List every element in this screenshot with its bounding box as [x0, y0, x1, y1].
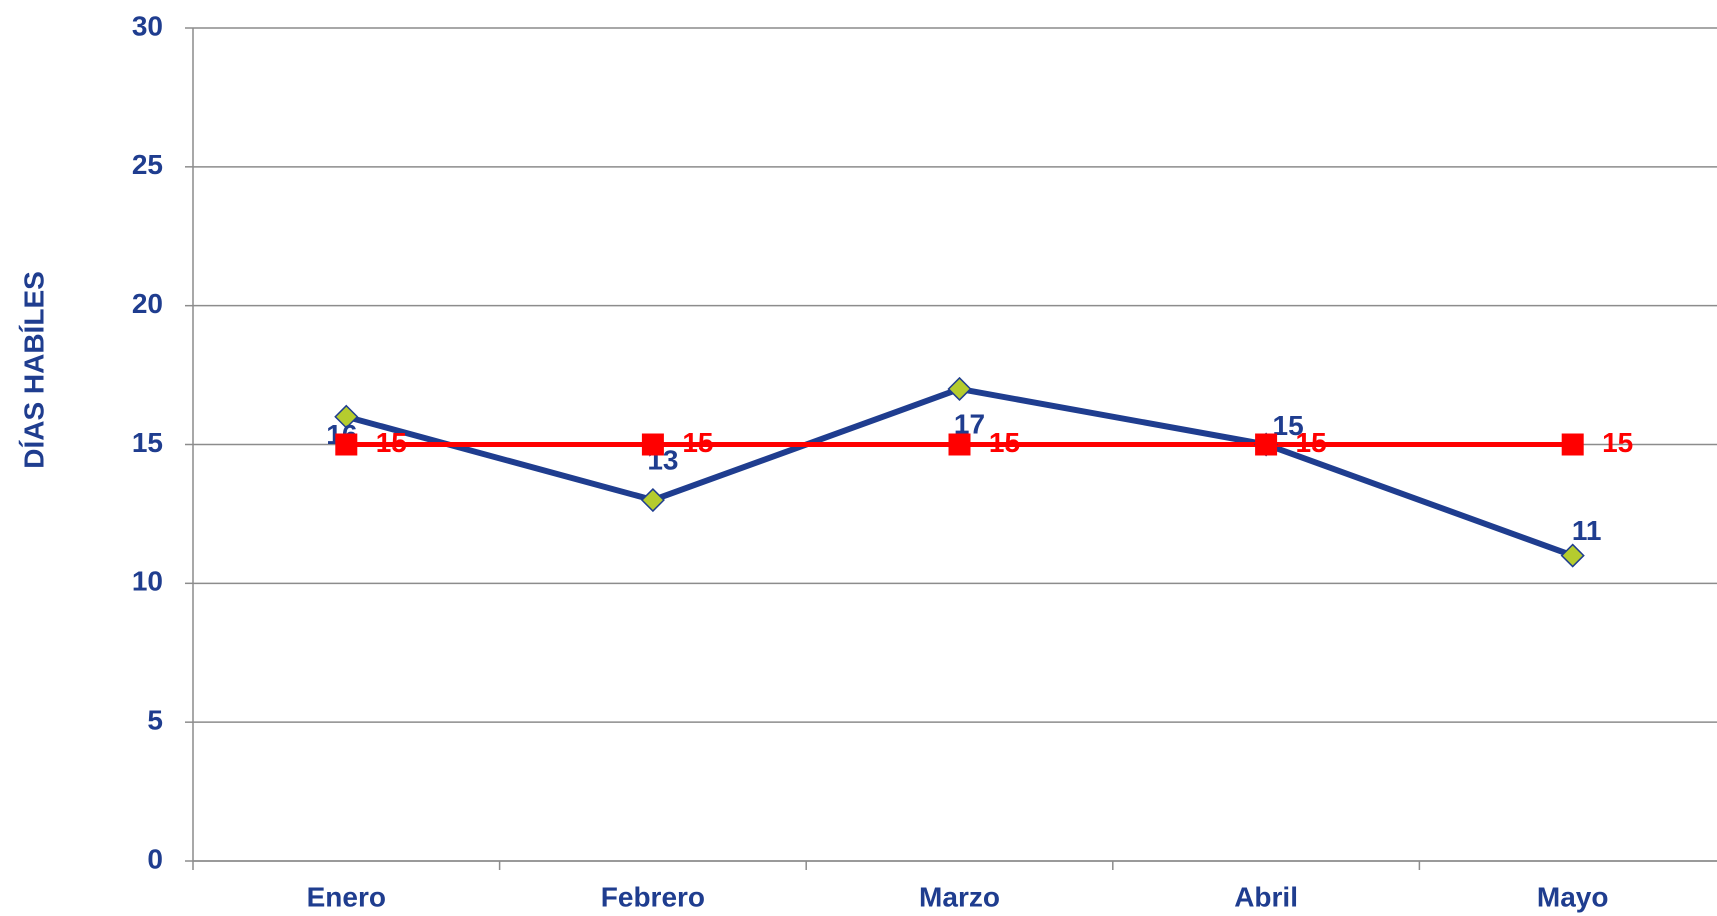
y-tick-label: 25 — [132, 149, 163, 180]
marker — [640, 487, 665, 513]
marker — [1561, 433, 1584, 456]
data-label: 15 — [682, 427, 713, 458]
y-tick-label: 0 — [147, 843, 163, 874]
y-tick-label: 5 — [147, 705, 163, 736]
marker — [334, 404, 359, 429]
data-label: 15 — [1602, 427, 1633, 458]
data-label: 15 — [1273, 410, 1304, 441]
marker — [947, 376, 972, 402]
x-tick-label: Febrero — [601, 881, 705, 912]
data-label: 15 — [376, 427, 407, 458]
y-tick-label: 20 — [132, 288, 163, 319]
marker — [641, 433, 664, 456]
x-tick-label: Abril — [1234, 881, 1298, 912]
marker — [335, 433, 358, 456]
data-label: 11 — [1572, 515, 1602, 546]
x-tick-label: Enero — [307, 881, 386, 912]
y-tick-label: 30 — [132, 10, 163, 41]
y-tick-label: 10 — [132, 566, 163, 597]
marker — [1560, 543, 1585, 568]
y-tick-label: 15 — [132, 427, 163, 458]
x-tick-label: Mayo — [1537, 881, 1609, 912]
marker — [1255, 433, 1278, 456]
marker — [948, 433, 971, 456]
data-label: 15 — [1296, 427, 1327, 458]
y-axis-label: DÍAS HABÍLES — [18, 271, 49, 469]
data-label: 15 — [989, 427, 1020, 458]
x-tick-label: Marzo — [919, 881, 1000, 912]
